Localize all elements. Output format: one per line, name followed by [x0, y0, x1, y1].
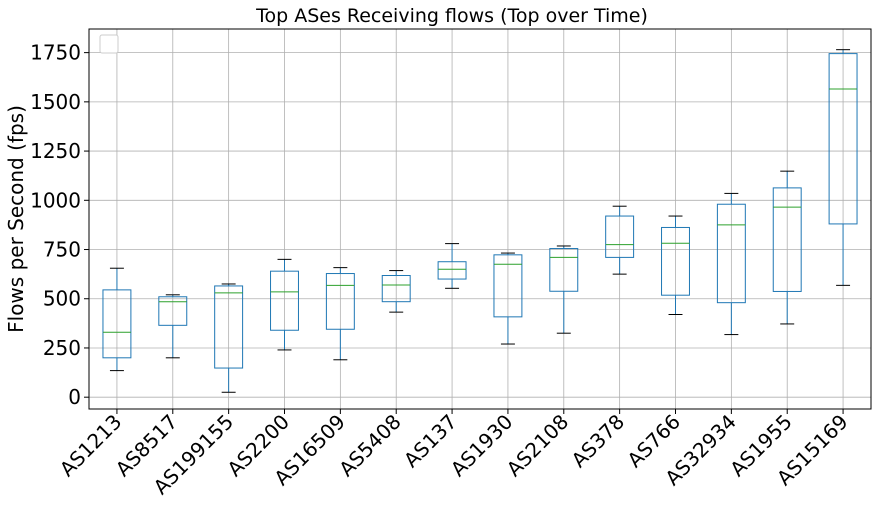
iqr-box	[214, 285, 244, 369]
box-AS199155	[214, 283, 244, 393]
y-tick-label: 1750	[30, 41, 81, 65]
box-AS1955	[772, 170, 802, 325]
iqr-box	[158, 296, 188, 326]
iqr-box	[716, 203, 746, 304]
y-tick-label: 500	[43, 287, 81, 311]
box-AS32934	[716, 192, 746, 336]
x-tick-label: AS2108	[502, 410, 574, 482]
box-AS378	[605, 205, 635, 275]
box-AS766	[661, 215, 690, 315]
box-AS2200	[270, 258, 299, 351]
iqr-box	[270, 270, 299, 331]
iqr-box	[325, 273, 355, 330]
iqr-box	[493, 254, 523, 318]
iqr-box	[828, 53, 858, 225]
box-AS2108	[549, 245, 579, 334]
box-AS1213	[102, 267, 132, 372]
chart-title: Top ASes Receiving flows (Top over Time)	[255, 5, 648, 27]
y-tick-label: 1250	[30, 139, 81, 163]
box-AS5408	[381, 270, 411, 313]
grid	[89, 29, 871, 409]
iqr-box	[772, 187, 802, 292]
y-tick-label: 1500	[30, 90, 81, 114]
legend-box	[99, 34, 119, 54]
y-tick-label: 750	[43, 238, 81, 262]
y-axis-ticks: 0 250 500 750 1000 1250 1500 1750	[30, 41, 89, 409]
iqr-box	[605, 215, 635, 258]
box-AS137	[437, 243, 467, 289]
boxes	[102, 49, 858, 393]
box-AS8517	[158, 294, 188, 359]
y-tick-label: 1000	[30, 188, 81, 212]
y-axis-label: Flows per Second (fps)	[4, 105, 28, 333]
box-AS15169	[828, 49, 858, 286]
iqr-box	[661, 226, 690, 296]
iqr-box	[102, 289, 132, 359]
iqr-box	[437, 261, 467, 280]
x-tick-label: AS5408	[334, 410, 406, 482]
iqr-box	[549, 248, 579, 292]
box-AS1930	[493, 252, 523, 345]
plot-frame	[88, 28, 872, 410]
y-tick-label: 250	[43, 336, 81, 360]
box-AS16509	[325, 267, 355, 361]
y-tick-label: 0	[68, 385, 81, 409]
x-axis-ticks: AS1213AS8517AS199155AS2200AS16509AS5408A…	[55, 409, 853, 499]
iqr-box	[381, 275, 411, 303]
x-tick-label: AS378	[567, 410, 630, 473]
